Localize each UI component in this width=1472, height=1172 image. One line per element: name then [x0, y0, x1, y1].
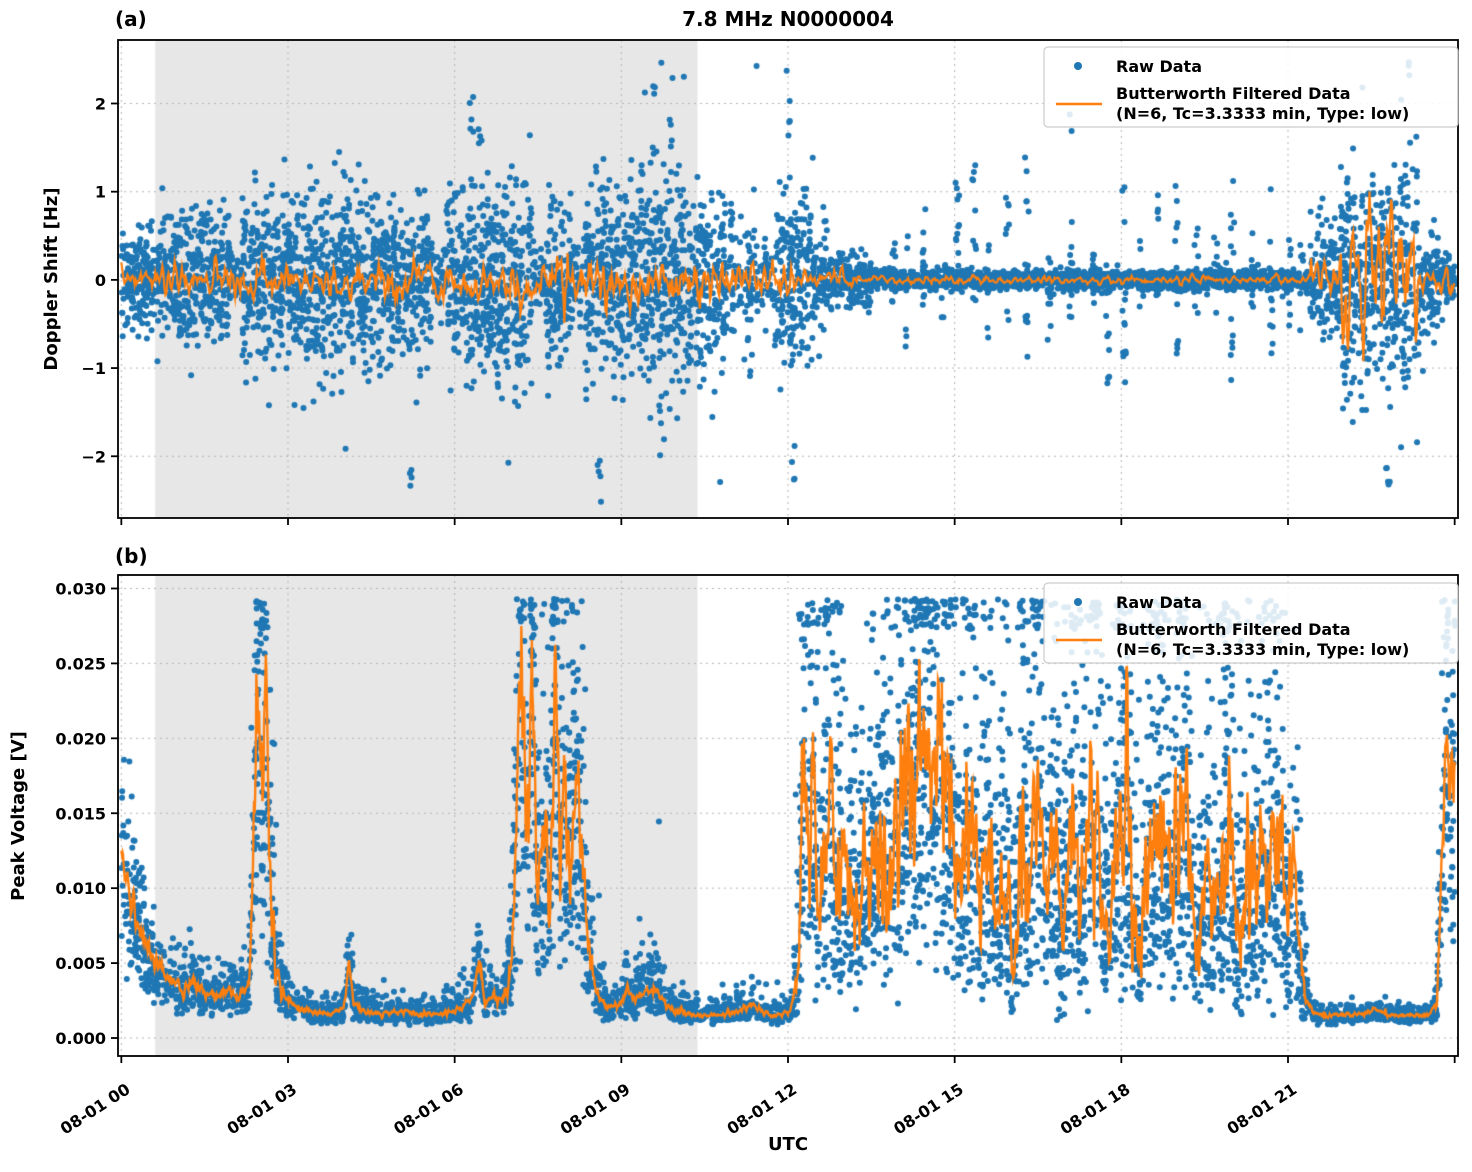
- panel-b-frame: [117, 574, 1459, 1057]
- panel-b-label: (b): [115, 544, 148, 568]
- x-axis-label: UTC: [768, 1134, 808, 1155]
- legend-b-raw-marker-icon: [1074, 598, 1082, 606]
- legend-a-box: [1043, 46, 1459, 128]
- x-tick-label: 08-01 00: [57, 1079, 134, 1138]
- panel-b-ytick-label: 0.015: [55, 804, 106, 823]
- legend-panel-a: Raw Data Butterworth Filtered Data (N=6,…: [1043, 46, 1459, 128]
- panel-b-ytick-label: 0.025: [55, 654, 106, 673]
- panel-a-ylabel: Doppler Shift [Hz]: [41, 187, 62, 370]
- figure-title: 7.8 MHz N0000004: [682, 7, 894, 31]
- legend-b-filtered-label-1: Butterworth Filtered Data: [1116, 620, 1351, 639]
- panel-b-ylabel: Peak Voltage [V]: [8, 731, 29, 901]
- x-tick-label: 08-01 03: [224, 1079, 301, 1138]
- legend-b-filtered-label-2: (N=6, Tc=3.3333 min, Type: low): [1116, 640, 1409, 659]
- panel-a-ytick-label: −1: [81, 359, 106, 378]
- panel-a-frame: [117, 39, 1459, 519]
- x-tick-label: 08-01 12: [724, 1079, 801, 1138]
- panel-a-ytick-label: 0: [95, 271, 106, 290]
- legend-b-box: [1043, 582, 1459, 664]
- legend-b-raw-label: Raw Data: [1116, 593, 1202, 612]
- legend-a-raw-label: Raw Data: [1116, 57, 1202, 76]
- panel-a-ytick-label: −2: [81, 447, 106, 466]
- x-tick-label: 08-01 15: [890, 1079, 967, 1138]
- x-tick-label: 08-01 09: [557, 1079, 634, 1138]
- panel-a-ytick-label: 2: [95, 94, 106, 113]
- x-tick-label: 08-01 21: [1224, 1079, 1301, 1138]
- panel-b-ytick-label: 0.000: [55, 1029, 106, 1048]
- legend-a-filtered-label-2: (N=6, Tc=3.3333 min, Type: low): [1116, 104, 1409, 123]
- panel-b-ytick-label: 0.020: [55, 729, 106, 748]
- panel-a-ytick-label: 1: [95, 183, 106, 202]
- legend-a-filtered-label-1: Butterworth Filtered Data: [1116, 84, 1351, 103]
- legend-panel-b: Raw Data Butterworth Filtered Data (N=6,…: [1043, 582, 1459, 664]
- x-tick-label: 08-01 18: [1057, 1079, 1134, 1138]
- panel-b-ytick-label: 0.010: [55, 879, 106, 898]
- x-tick-label: 08-01 06: [390, 1079, 467, 1138]
- panel-b-ytick-label: 0.030: [55, 579, 106, 598]
- legend-a-raw-marker-icon: [1074, 62, 1082, 70]
- panel-b-ytick-label: 0.005: [55, 954, 106, 973]
- panel-a-label: (a): [115, 7, 147, 31]
